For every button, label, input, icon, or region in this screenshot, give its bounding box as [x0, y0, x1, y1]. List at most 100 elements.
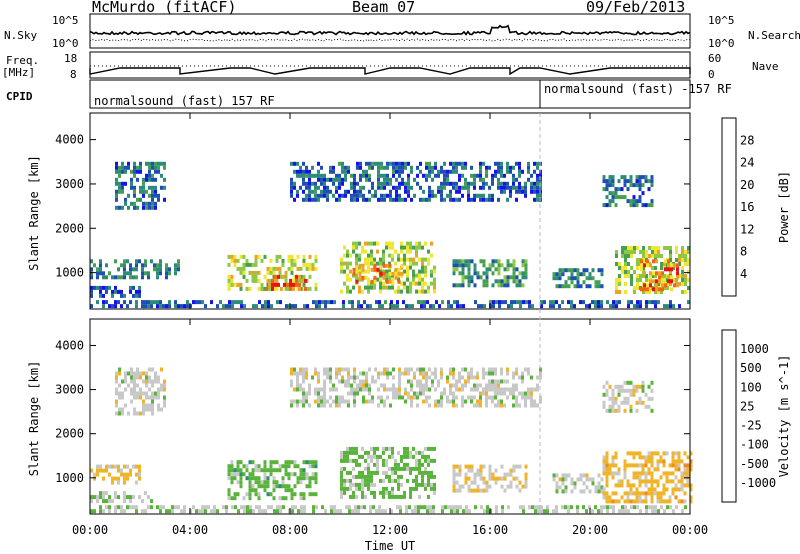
echo-cell: [462, 304, 465, 309]
echo-cell: [455, 383, 458, 388]
echo-cell: [521, 185, 524, 190]
echo-cell: [632, 384, 636, 389]
echo-cell: [623, 396, 627, 401]
echo-cell: [90, 495, 93, 500]
echo-cell: [418, 470, 421, 475]
echo-cell: [461, 399, 464, 404]
echo-cell: [418, 269, 421, 274]
echo-cell: [338, 399, 341, 404]
echo-cell: [290, 189, 293, 194]
echo-cell: [576, 284, 580, 289]
echo-cell: [174, 267, 177, 272]
echo-cell: [299, 383, 302, 388]
echo-cell: [485, 169, 488, 174]
echo-cell: [519, 505, 522, 510]
echo-cell: [343, 253, 346, 258]
echo-cell: [518, 185, 521, 190]
echo-cell: [379, 265, 382, 270]
echo-cell: [105, 289, 108, 294]
echo-cell: [614, 396, 618, 401]
echo-cell: [654, 266, 657, 270]
echo-cell: [390, 304, 393, 309]
echo-cell: [115, 387, 118, 392]
echo-cell: [657, 254, 660, 258]
echo-cell: [306, 304, 309, 309]
echo-cell: [139, 391, 142, 396]
echo-cell: [617, 388, 621, 393]
echo-cell: [358, 257, 361, 262]
echo-cell: [114, 509, 117, 514]
echo-cell: [623, 467, 627, 472]
echo-cell: [278, 468, 282, 473]
echo-cell: [391, 478, 394, 483]
echo-cell: [330, 300, 333, 305]
echo-cell: [410, 169, 413, 174]
echo-cell: [536, 383, 539, 388]
echo-cell: [558, 485, 562, 490]
echo-cell: [362, 395, 365, 400]
echo-cell: [114, 259, 117, 264]
echo-cell: [299, 367, 302, 372]
echo-cell: [388, 478, 391, 483]
echo-cell: [675, 278, 678, 282]
echo-cell: [424, 273, 427, 278]
echo-cell: [524, 271, 528, 276]
echo-cell: [503, 185, 506, 190]
echo-cell: [130, 387, 133, 392]
echo-cell: [136, 177, 139, 182]
echo-cell: [433, 289, 436, 294]
echo-cell: [629, 404, 633, 409]
echo-cell: [361, 454, 364, 459]
echo-cell: [287, 472, 291, 477]
echo-cell: [317, 391, 320, 396]
echo-cell: [326, 367, 329, 372]
echo-cell: [311, 472, 315, 477]
echo-cell: [90, 271, 93, 276]
echo-cell: [355, 279, 359, 284]
echo-cell: [230, 464, 234, 469]
echo-cell: [464, 472, 468, 477]
echo-cell: [355, 458, 358, 463]
echo-cell: [470, 367, 473, 372]
echo-cell: [367, 454, 370, 459]
echo-cell: [497, 181, 500, 186]
echo-cell: [650, 451, 654, 456]
echo-cell: [378, 509, 381, 514]
echo-cell: [394, 275, 398, 280]
echo-cell: [344, 165, 347, 170]
echo-cell: [521, 391, 524, 396]
echo-cell: [138, 464, 141, 469]
echo-cell: [665, 479, 669, 484]
echo-cell: [416, 403, 419, 408]
echo-cell: [281, 496, 285, 501]
echo-cell: [638, 400, 642, 405]
echo-cell: [118, 165, 121, 170]
echo-cell: [614, 471, 618, 476]
echo-cell: [269, 472, 273, 477]
echo-cell: [652, 259, 655, 264]
echo-cell: [662, 483, 666, 488]
echo-cell: [678, 304, 681, 309]
echo-cell: [461, 193, 464, 198]
echo-cell: [272, 468, 276, 473]
echo-cell: [588, 489, 592, 494]
echo-cell: [633, 270, 636, 274]
echo-cell: [632, 183, 636, 188]
echo-cell: [664, 259, 667, 264]
echo-cell: [536, 165, 539, 170]
echo-cell: [377, 375, 380, 380]
echo-cell: [251, 468, 255, 473]
echo-cell: [368, 197, 371, 202]
echo-cell: [406, 257, 409, 262]
echo-cell: [257, 464, 261, 469]
colorbar-tick-label: -100: [740, 438, 769, 452]
echo-cell: [443, 197, 446, 202]
echo-cell: [507, 505, 510, 510]
echo-cell: [512, 173, 515, 178]
echo-cell: [461, 267, 465, 272]
echo-cell: [99, 293, 102, 298]
echo-cell: [617, 404, 621, 409]
echo-cell: [615, 262, 618, 266]
echo-cell: [678, 258, 681, 262]
echo-cell: [138, 468, 141, 473]
